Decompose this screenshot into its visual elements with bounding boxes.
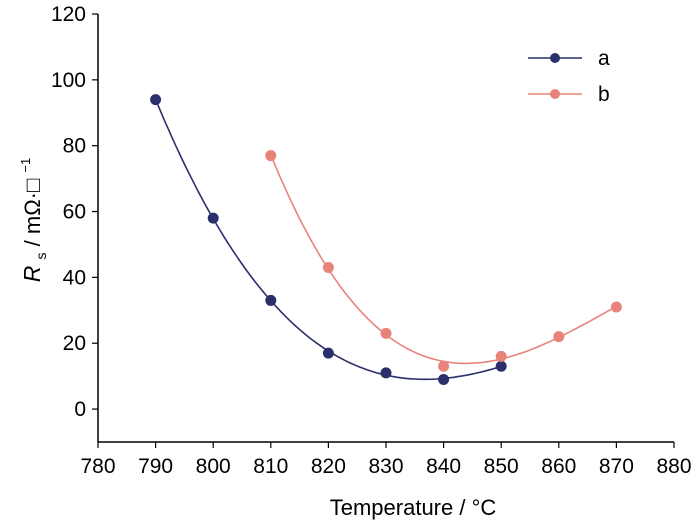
- axis-titles: Temperature / °C R s / mΩ·□ −1: [18, 158, 496, 520]
- series-a-curve: [154, 99, 502, 381]
- series-a-point: [150, 94, 162, 106]
- y-tick-label: 0: [74, 398, 86, 421]
- y-axis-unit: / mΩ·□: [20, 179, 45, 247]
- y-tick-label: 80: [63, 135, 86, 158]
- x-tick-label: 840: [426, 455, 461, 478]
- series-b-point: [438, 360, 450, 372]
- y-tick-label: 100: [51, 69, 86, 92]
- legend-marker-b: [550, 89, 560, 99]
- y-tick-label: 120: [51, 3, 86, 26]
- series-a-point: [207, 212, 219, 224]
- x-tick-label: 810: [253, 455, 288, 478]
- x-tick-label: 850: [484, 455, 519, 478]
- x-tick-label: 860: [541, 455, 576, 478]
- series-a-point: [438, 373, 450, 385]
- x-tick-label: 820: [311, 455, 346, 478]
- y-tick-label: 60: [63, 201, 86, 224]
- axes: 780 790 800 810 820 830 840 850 860 870 880 0 20 40 60…: [51, 3, 692, 478]
- y-axis-symbol: R: [19, 266, 45, 283]
- series-a-point: [380, 367, 392, 379]
- legend: ab: [528, 47, 610, 106]
- x-tick-label: 870: [599, 455, 634, 478]
- x-tick-label: 880: [656, 455, 691, 478]
- y-axis-title: R s / mΩ·□ −1: [18, 158, 51, 282]
- series-b-point: [495, 350, 507, 362]
- y-tick-label: 20: [63, 332, 86, 355]
- series-b-curve: [270, 154, 617, 365]
- legend-marker-a: [550, 53, 560, 63]
- y-axis-exponent: −1: [18, 158, 33, 173]
- data-points: [150, 94, 622, 385]
- series-a-point: [495, 360, 507, 372]
- x-tick-label: 790: [138, 455, 173, 478]
- series-b-point: [265, 150, 277, 162]
- series-b-point: [322, 262, 334, 274]
- legend-label-a: a: [598, 47, 610, 70]
- x-tick-label: 830: [368, 455, 403, 478]
- series-a-point: [322, 347, 334, 359]
- x-tick-label: 780: [80, 455, 115, 478]
- series-a-point: [265, 294, 277, 306]
- y-axis-subscript: s: [33, 252, 49, 259]
- series-b-point: [553, 331, 565, 343]
- series-b-point: [380, 327, 392, 339]
- y-tick-label: 40: [63, 266, 86, 289]
- legend-label-b: b: [598, 83, 610, 106]
- series-b-point: [610, 301, 622, 313]
- x-axis-title: Temperature / °C: [330, 495, 497, 520]
- x-tick-label: 800: [196, 455, 231, 478]
